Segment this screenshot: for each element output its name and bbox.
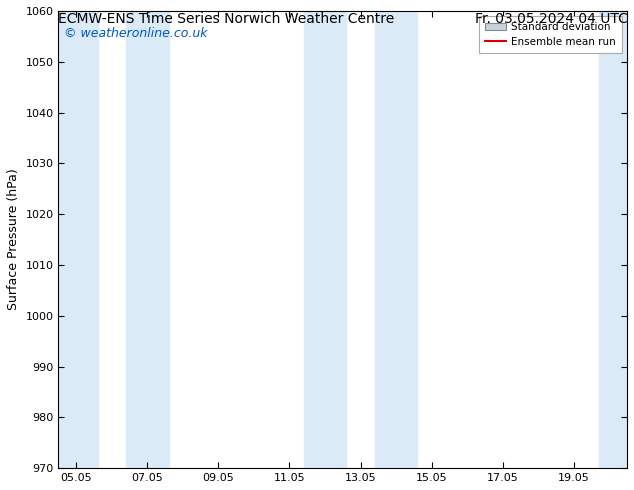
Bar bbox=[58, 11, 98, 468]
Legend: Standard deviation, Ensemble mean run: Standard deviation, Ensemble mean run bbox=[479, 16, 622, 53]
Text: Fr. 03.05.2024 04 UTC: Fr. 03.05.2024 04 UTC bbox=[475, 12, 628, 26]
Bar bbox=[598, 11, 627, 468]
Y-axis label: Surface Pressure (hPa): Surface Pressure (hPa) bbox=[7, 169, 20, 311]
Text: © weatheronline.co.uk: © weatheronline.co.uk bbox=[64, 27, 208, 40]
Bar bbox=[304, 11, 346, 468]
Bar bbox=[375, 11, 417, 468]
Text: ECMW-ENS Time Series Norwich Weather Centre: ECMW-ENS Time Series Norwich Weather Cen… bbox=[58, 12, 395, 26]
Bar bbox=[126, 11, 169, 468]
